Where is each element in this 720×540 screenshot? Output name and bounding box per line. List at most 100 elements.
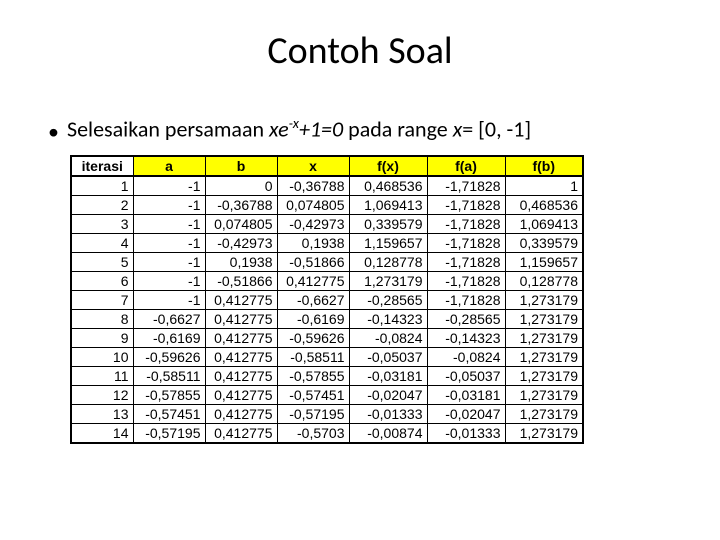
table-cell: 3 xyxy=(71,214,133,233)
table-cell: -0,14323 xyxy=(427,328,505,347)
iteration-table: iterasi a b x f(x) f(a) f(b) 1-10-0,3678… xyxy=(70,155,584,444)
table-cell: 0,128778 xyxy=(349,252,427,271)
table-row: 2-1-0,367880,0748051,069413-1,718280,468… xyxy=(71,195,583,214)
table-cell: -1,71828 xyxy=(427,233,505,252)
eq-var: x xyxy=(453,115,463,142)
table-row: 12-0,578550,412775-0,57451-0,02047-0,031… xyxy=(71,385,583,404)
table-cell: -0,0824 xyxy=(427,347,505,366)
table-cell: 0,412775 xyxy=(205,290,277,309)
bullet-before: Selesaikan persamaan xyxy=(67,115,269,142)
table-cell: -1,71828 xyxy=(427,195,505,214)
table-cell: -1,71828 xyxy=(427,176,505,196)
table-row: 4-1-0,429730,19381,159657-1,718280,33957… xyxy=(71,233,583,252)
table-row: 10-0,596260,412775-0,58511-0,05037-0,082… xyxy=(71,347,583,366)
table-cell: 12 xyxy=(71,385,133,404)
table-cell: 1,273179 xyxy=(505,423,583,443)
table-cell: -1 xyxy=(133,214,205,233)
table-cell: 1,273179 xyxy=(505,290,583,309)
bullet-text: • Selesaikan persamaan xe-x+1=0 pada ran… xyxy=(48,114,680,145)
eq-rest: +1=0 xyxy=(299,115,343,142)
table-cell: -1,71828 xyxy=(427,214,505,233)
table-cell: 1,069413 xyxy=(505,214,583,233)
table-cell: -0,05037 xyxy=(349,347,427,366)
table-cell: -1 xyxy=(133,176,205,196)
table-row: 6-1-0,518660,4127751,273179-1,718280,128… xyxy=(71,271,583,290)
table-cell: -0,59626 xyxy=(277,328,349,347)
table-cell: -0,6169 xyxy=(133,328,205,347)
table-cell: 9 xyxy=(71,328,133,347)
table-cell: -1 xyxy=(133,233,205,252)
table-cell: 1,273179 xyxy=(505,366,583,385)
table-cell: 1,273179 xyxy=(505,347,583,366)
table-cell: 13 xyxy=(71,404,133,423)
th-iterasi: iterasi xyxy=(71,156,133,176)
table-cell: -0,00874 xyxy=(349,423,427,443)
table-cell: 1,159657 xyxy=(505,252,583,271)
table-cell: -0,51866 xyxy=(205,271,277,290)
table-cell: 7 xyxy=(71,290,133,309)
table-cell: -0,57195 xyxy=(133,423,205,443)
table-cell: -0,36788 xyxy=(205,195,277,214)
table-cell: 0,1938 xyxy=(205,252,277,271)
table-row: 1-10-0,367880,468536-1,718281 xyxy=(71,176,583,196)
table-cell: 0,074805 xyxy=(205,214,277,233)
bullet-dot: • xyxy=(48,118,62,145)
table-cell: -0,6169 xyxy=(277,309,349,328)
th-x: x xyxy=(277,156,349,176)
table-cell: -0,03181 xyxy=(349,366,427,385)
table-cell: -1 xyxy=(133,195,205,214)
table-cell: 4 xyxy=(71,233,133,252)
table-cell: -0,28565 xyxy=(427,309,505,328)
table-cell: 0,412775 xyxy=(205,328,277,347)
table-cell: -0,51866 xyxy=(277,252,349,271)
table-cell: 0,468536 xyxy=(505,195,583,214)
table-cell: 6 xyxy=(71,271,133,290)
table-row: 14-0,571950,412775-0,5703-0,00874-0,0133… xyxy=(71,423,583,443)
table-cell: 0,1938 xyxy=(277,233,349,252)
table-cell: -0,0824 xyxy=(349,328,427,347)
table-cell: -0,58511 xyxy=(133,366,205,385)
table-cell: -1,71828 xyxy=(427,252,505,271)
table-cell: -0,57451 xyxy=(277,385,349,404)
table-cell: -0,6627 xyxy=(133,309,205,328)
table-cell: 1,273179 xyxy=(505,309,583,328)
table-cell: -0,14323 xyxy=(349,309,427,328)
table-row: 8-0,66270,412775-0,6169-0,14323-0,285651… xyxy=(71,309,583,328)
table-header-row: iterasi a b x f(x) f(a) f(b) xyxy=(71,156,583,176)
th-b: b xyxy=(205,156,277,176)
table-cell: 1,273179 xyxy=(505,385,583,404)
table-cell: 0,339579 xyxy=(505,233,583,252)
table-cell: 0,412775 xyxy=(205,423,277,443)
table-cell: 8 xyxy=(71,309,133,328)
th-a: a xyxy=(133,156,205,176)
table-cell: 0,339579 xyxy=(349,214,427,233)
table-cell: 1 xyxy=(71,176,133,196)
table-body: 1-10-0,367880,468536-1,7182812-1-0,36788… xyxy=(71,176,583,443)
table-cell: 1,273179 xyxy=(349,271,427,290)
table-cell: -0,5703 xyxy=(277,423,349,443)
table-cell: 0,412775 xyxy=(205,385,277,404)
table-cell: 11 xyxy=(71,366,133,385)
table-row: 7-10,412775-0,6627-0,28565-1,718281,2731… xyxy=(71,290,583,309)
table-cell: -1,71828 xyxy=(427,271,505,290)
th-fa: f(a) xyxy=(427,156,505,176)
table-cell: 5 xyxy=(71,252,133,271)
table-row: 5-10,1938-0,518660,128778-1,718281,15965… xyxy=(71,252,583,271)
table-cell: -0,02047 xyxy=(427,404,505,423)
th-fb: f(b) xyxy=(505,156,583,176)
slide-title: Contoh Soal xyxy=(40,28,680,74)
table-cell: -0,36788 xyxy=(277,176,349,196)
table-cell: -0,28565 xyxy=(349,290,427,309)
table-cell: -1 xyxy=(133,252,205,271)
table-cell: -0,01333 xyxy=(427,423,505,443)
table-cell: 0,128778 xyxy=(505,271,583,290)
table-cell: 1 xyxy=(505,176,583,196)
table-cell: 14 xyxy=(71,423,133,443)
table-row: 9-0,61690,412775-0,59626-0,0824-0,143231… xyxy=(71,328,583,347)
table-cell: -1 xyxy=(133,290,205,309)
table-cell: -0,6627 xyxy=(277,290,349,309)
table-cell: -0,57855 xyxy=(277,366,349,385)
table-cell: 0,468536 xyxy=(349,176,427,196)
eq-sup: -x xyxy=(289,114,299,132)
table-cell: -1,71828 xyxy=(427,290,505,309)
